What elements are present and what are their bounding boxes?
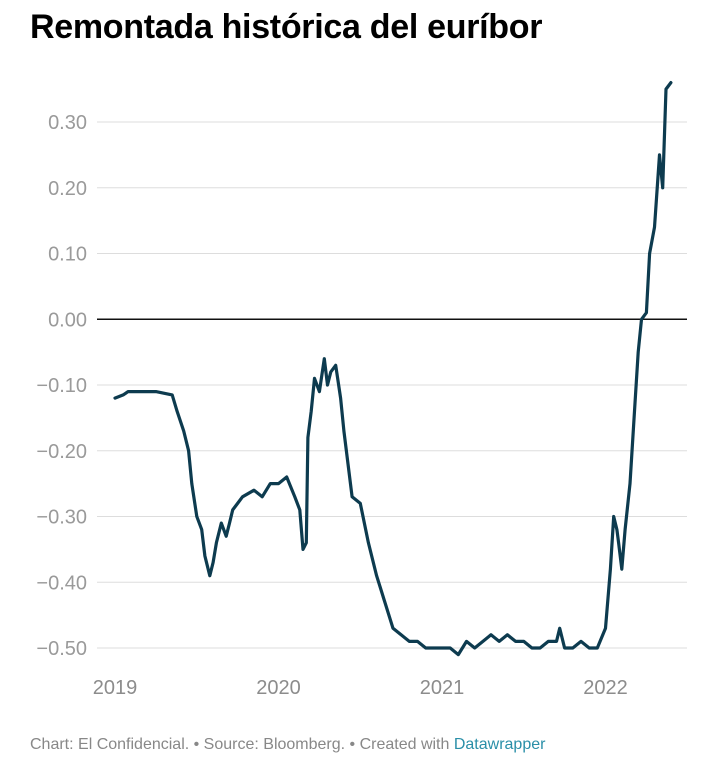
- y-tick-label: 0.10: [48, 244, 87, 266]
- y-tick-label: −0.50: [36, 638, 87, 660]
- y-tick-label: −0.10: [36, 375, 87, 397]
- y-tick-label: 0.30: [48, 112, 87, 134]
- series-layer: [113, 80, 673, 657]
- chart-footer: Chart: El Confidencial. • Source: Bloomb…: [30, 736, 545, 754]
- gridlines: [97, 121, 687, 649]
- y-tick-label: −0.20: [36, 441, 87, 463]
- y-tick-label: −0.30: [36, 507, 87, 529]
- y-axis-ticks: 0.30 0.20 0.10 0.00 −0.10 −0.20 −0.30 −0.40 −0.5…: [36, 112, 87, 660]
- x-tick-label: 2019: [93, 677, 138, 699]
- y-tick-label: 0.00: [48, 309, 87, 331]
- x-tick-label: 2020: [256, 677, 301, 699]
- x-tick-label: 2022: [583, 677, 628, 699]
- x-tick-label: 2021: [420, 677, 465, 699]
- datawrapper-link[interactable]: Datawrapper: [453, 736, 546, 753]
- y-tick-label: 0.20: [48, 178, 87, 200]
- footer-credits: Chart: El Confidencial. • Source: Bloomb…: [30, 736, 454, 753]
- series-line: [113, 80, 673, 657]
- chart-title: Remontada histórica del euríbor: [30, 8, 543, 46]
- x-axis-ticks: 2019 2020 2021 2022: [93, 677, 628, 699]
- y-tick-label: −0.40: [36, 572, 87, 594]
